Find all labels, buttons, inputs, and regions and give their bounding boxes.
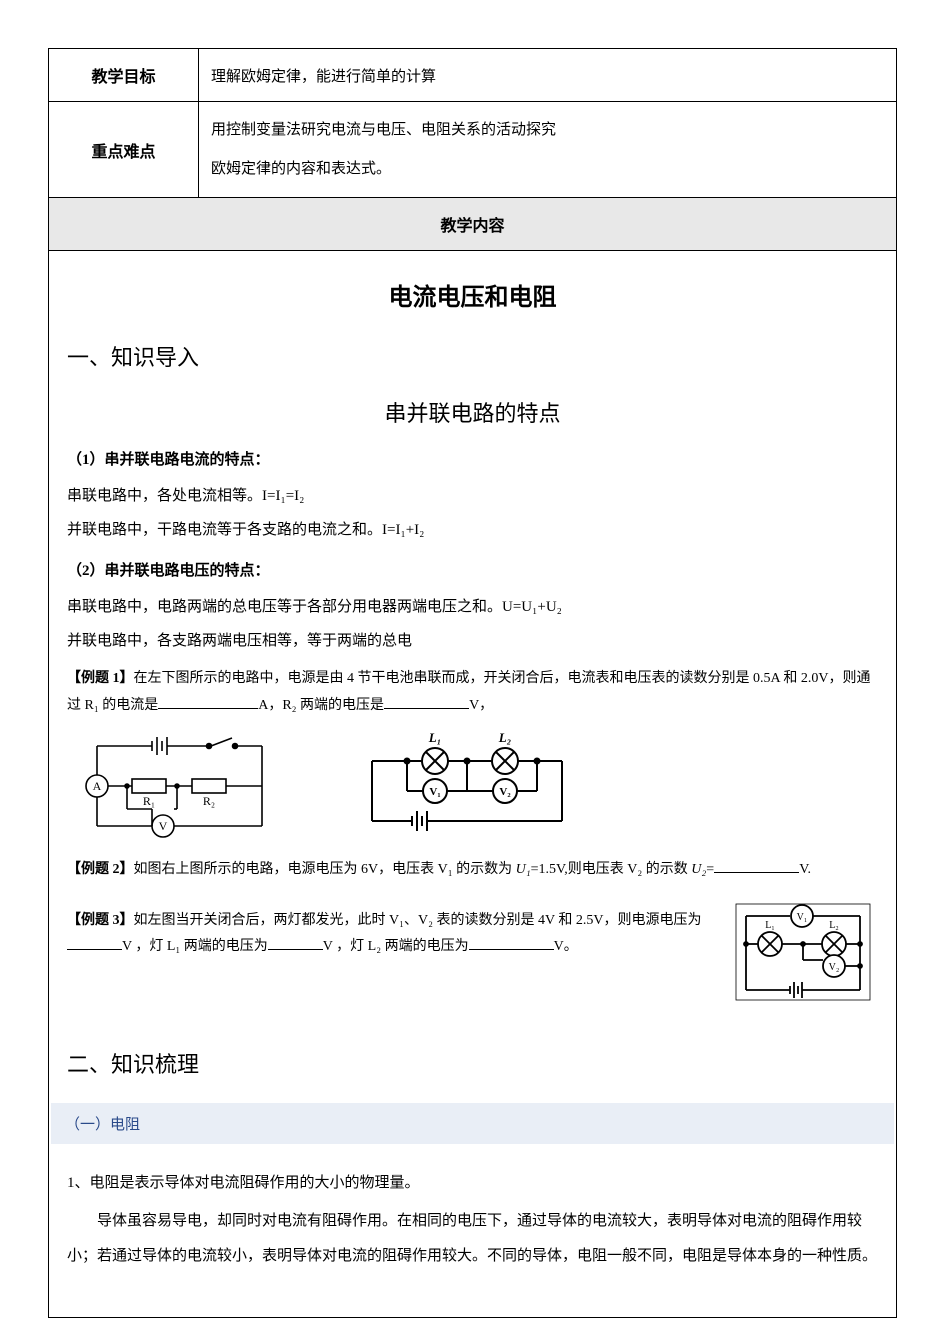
doc-title: 电流电压和电阻 (67, 277, 878, 312)
ex1-blank1 (158, 693, 258, 708)
ex3-t1: 如左图当开关闭合后，两灯都发光，此时 V₁、V₂ 表的读数分别是 4V 和 2.… (134, 913, 702, 928)
c1-A: A (93, 779, 102, 793)
p1b-formula: I=I₁+I₂ (382, 522, 424, 538)
example-2: 【例题 2】如图右上图所示的电路，电源电压为 6V，电压表 V₁ 的示数为 U₁… (67, 857, 878, 884)
row2-label: 重点难点 (49, 102, 199, 198)
blue-bar-1: （一）电阻 (51, 1103, 894, 1144)
example-3-wrap: 【例题 3】如左图当开关闭合后，两灯都发光，此时 V₁、V₂ 表的读数分别是 4… (67, 898, 878, 1013)
c2-V2: V₂ (499, 786, 511, 798)
row1-label: 教学目标 (49, 49, 199, 102)
c3-V2: V₂ (829, 962, 840, 973)
p1a: 串联电路中，各处电流相等。I=I₁=I₂ (67, 481, 878, 511)
circuit-1: A R₁ R₂ V (77, 731, 277, 841)
p1a-formula: I=I₁=I₂ (262, 488, 304, 504)
ex1-blank2 (384, 693, 469, 708)
sub-title: 串并联电路的特点 (67, 396, 878, 428)
ex2-t2: = (706, 862, 714, 877)
ex3-blank3 (469, 935, 554, 950)
p1b-pre: 并联电路中，干路电流等于各支路的电流之和。 (67, 522, 382, 538)
ex2-t1: 如图右上图所示的电路，电源电压为 6V，电压表 V₁ 的示数为 (134, 862, 516, 877)
ex2-u2: U₂ (691, 862, 706, 877)
lesson-table: 教学目标 理解欧姆定律，能进行简单的计算 重点难点 用控制变量法研究电流与电压、… (48, 48, 897, 1318)
ex2-blank (714, 858, 799, 873)
c2-V1: V₁ (429, 786, 440, 798)
banner: 教学内容 (49, 198, 897, 251)
p4: 导体虽容易导电，却同时对电流有阻碍作用。在相同的电压下，通过导体的电流较大，表明… (67, 1204, 878, 1273)
content-cell: 电流电压和电阻 一、知识导入 串并联电路的特点 （1）串并联电路电流的特点： 串… (49, 251, 897, 1318)
row2-value: 用控制变量法研究电流与电压、电阻关系的活动探究 欧姆定律的内容和表达式。 (199, 102, 897, 198)
p1a-pre: 串联电路中，各处电流相等。 (67, 488, 262, 504)
ex1-t2: A，R₂ 两端的电压是 (258, 698, 384, 713)
row2-line2: 欧姆定律的内容和表达式。 (211, 155, 884, 184)
row2-line1: 用控制变量法研究电流与电压、电阻关系的活动探究 (211, 116, 884, 145)
ex3-t4: V。 (554, 939, 578, 954)
circuit-3: V₁ L₁ L₂ V₂ (728, 898, 878, 1008)
c2-L2: L₂ (498, 731, 511, 745)
ex2-eq: =1.5V,则电压表 V₂ 的示数 (531, 862, 692, 877)
circuit-row: A R₁ R₂ V (77, 731, 878, 841)
section1-heading: 一、知识导入 (67, 340, 878, 372)
row1-value: 理解欧姆定律，能进行简单的计算 (199, 49, 897, 102)
p3: 1、电阻是表示导体对电流阻碍作用的大小的物理量。 (67, 1166, 878, 1201)
c1-V: V (159, 819, 168, 833)
ex1-t3: V， (469, 698, 493, 713)
ex2-u1: U₁ (516, 862, 531, 877)
p1b: 并联电路中，干路电流等于各支路的电流之和。I=I₁+I₂ (67, 515, 878, 545)
ex2-tag: 【例题 2】 (67, 862, 134, 877)
c1-R1: R₁ (143, 794, 155, 808)
ex3-tag: 【例题 3】 (67, 913, 134, 928)
example-3: 【例题 3】如左图当开关闭合后，两灯都发光，此时 V₁、V₂ 表的读数分别是 4… (67, 908, 712, 961)
ex3-t3: V ，灯 L₂ 两端的电压为 (323, 939, 469, 954)
c3-L2: L₂ (829, 920, 839, 931)
example-1: 【例题 1】在左下图所示的电路中，电源是由 4 节干电池串联而成，开关闭合后，电… (67, 666, 878, 719)
ex1-tag: 【例题 1】 (67, 671, 134, 686)
circuit-2: L₁ L₂ V₁ V₂ (357, 731, 577, 841)
p2a: 串联电路中，电路两端的总电压等于各部分用电器两端电压之和。U=U₁+U₂ (67, 592, 878, 622)
p2b: 并联电路中，各支路两端电压相等，等于两端的总电 (67, 626, 878, 656)
ex3-blank2 (268, 935, 323, 950)
c3-L1: L₁ (765, 920, 775, 931)
p2-label: （2）串并联电路电压的特点： (67, 559, 878, 580)
section2-heading: 二、知识梳理 (67, 1047, 878, 1079)
c2-L1: L₁ (428, 731, 441, 745)
ex3-t2: V ，灯 L₁ 两端的电压为 (122, 939, 268, 954)
p1-label: （1）串并联电路电流的特点： (67, 448, 878, 469)
c3-V1: V₁ (797, 912, 808, 923)
ex2-t3: V. (799, 862, 811, 877)
ex3-blank1 (67, 935, 122, 950)
c1-R2: R₂ (203, 794, 215, 808)
